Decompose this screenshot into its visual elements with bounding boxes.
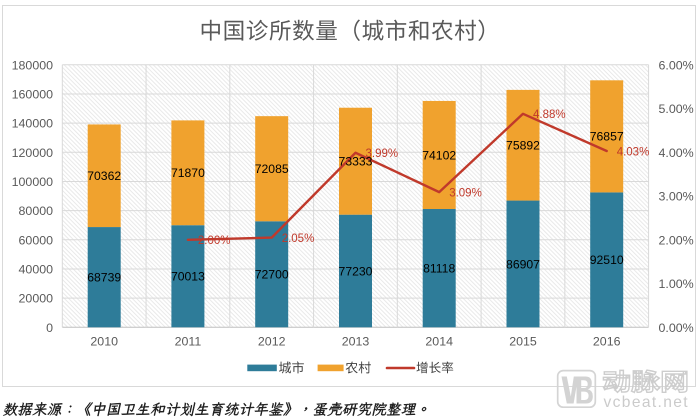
svg-text:2013: 2013 xyxy=(342,335,370,349)
svg-text:2.00%: 2.00% xyxy=(659,233,694,247)
svg-text:160000: 160000 xyxy=(12,88,53,102)
svg-text:73333: 73333 xyxy=(339,155,373,169)
svg-text:80000: 80000 xyxy=(19,204,54,218)
svg-text:vcbeat.net: vcbeat.net xyxy=(604,394,689,411)
svg-text:4.00%: 4.00% xyxy=(659,146,694,160)
svg-text:74102: 74102 xyxy=(422,148,456,162)
svg-text:120000: 120000 xyxy=(12,146,53,160)
svg-text:2016: 2016 xyxy=(593,335,621,349)
svg-text:71870: 71870 xyxy=(171,166,205,180)
svg-text:4.03%: 4.03% xyxy=(617,146,650,158)
svg-text:70362: 70362 xyxy=(87,169,121,183)
svg-text:70013: 70013 xyxy=(171,270,205,284)
svg-text:1.00%: 1.00% xyxy=(659,277,694,291)
svg-text:72700: 72700 xyxy=(255,268,289,282)
svg-text:86907: 86907 xyxy=(506,257,540,271)
svg-text:2011: 2011 xyxy=(175,335,202,349)
svg-text:77230: 77230 xyxy=(339,264,373,278)
svg-text:2012: 2012 xyxy=(258,335,286,349)
svg-text:100000: 100000 xyxy=(12,175,53,189)
svg-text:2.05%: 2.05% xyxy=(282,233,315,245)
svg-text:3.99%: 3.99% xyxy=(365,148,398,160)
svg-text:6.00%: 6.00% xyxy=(659,58,694,72)
svg-text:72085: 72085 xyxy=(255,162,289,176)
svg-text:4.88%: 4.88% xyxy=(533,109,566,121)
svg-text:180000: 180000 xyxy=(12,58,53,72)
svg-text:5.00%: 5.00% xyxy=(659,102,694,116)
svg-text:92510: 92510 xyxy=(590,253,624,267)
svg-text:75892: 75892 xyxy=(506,139,540,153)
svg-text:2.00%: 2.00% xyxy=(198,235,231,247)
svg-text:3.00%: 3.00% xyxy=(659,190,694,204)
svg-text:81118: 81118 xyxy=(423,262,455,276)
svg-text:0.00%: 0.00% xyxy=(659,321,694,335)
svg-text:2014: 2014 xyxy=(425,335,453,349)
svg-text:2015: 2015 xyxy=(509,335,537,349)
svg-text:68739: 68739 xyxy=(87,271,121,285)
svg-text:3.09%: 3.09% xyxy=(449,187,482,199)
svg-text:0: 0 xyxy=(46,321,53,335)
svg-text:20000: 20000 xyxy=(19,292,54,306)
svg-text:60000: 60000 xyxy=(19,233,54,247)
svg-text:40000: 40000 xyxy=(19,263,54,277)
svg-text:76857: 76857 xyxy=(590,130,624,144)
svg-text:140000: 140000 xyxy=(12,117,53,131)
svg-text:2010: 2010 xyxy=(90,335,118,349)
